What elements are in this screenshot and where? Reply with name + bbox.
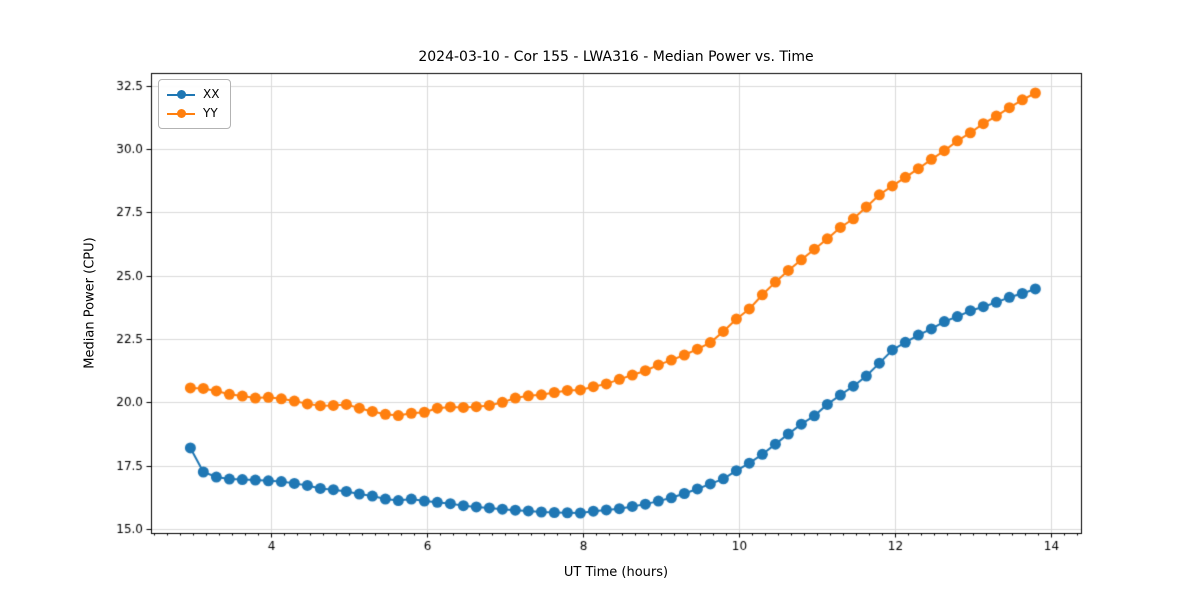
legend-swatch-yy <box>167 104 195 123</box>
legend-item-xx: XX <box>167 85 222 104</box>
y-axis-label: Median Power (CPU) <box>82 237 98 369</box>
legend-marker-icon <box>177 90 186 99</box>
legend-label-yy: YY <box>203 106 218 120</box>
legend-marker-icon <box>177 109 186 118</box>
x-axis-label: UT Time (hours) <box>563 565 669 580</box>
legend-label-xx: XX <box>203 87 220 101</box>
legend-item-yy: YY <box>167 104 222 123</box>
legend-swatch-xx <box>167 85 195 104</box>
chart-title: 2024-03-10 - Cor 155 - LWA316 - Median P… <box>418 49 814 65</box>
legend: XX YY <box>158 79 231 129</box>
